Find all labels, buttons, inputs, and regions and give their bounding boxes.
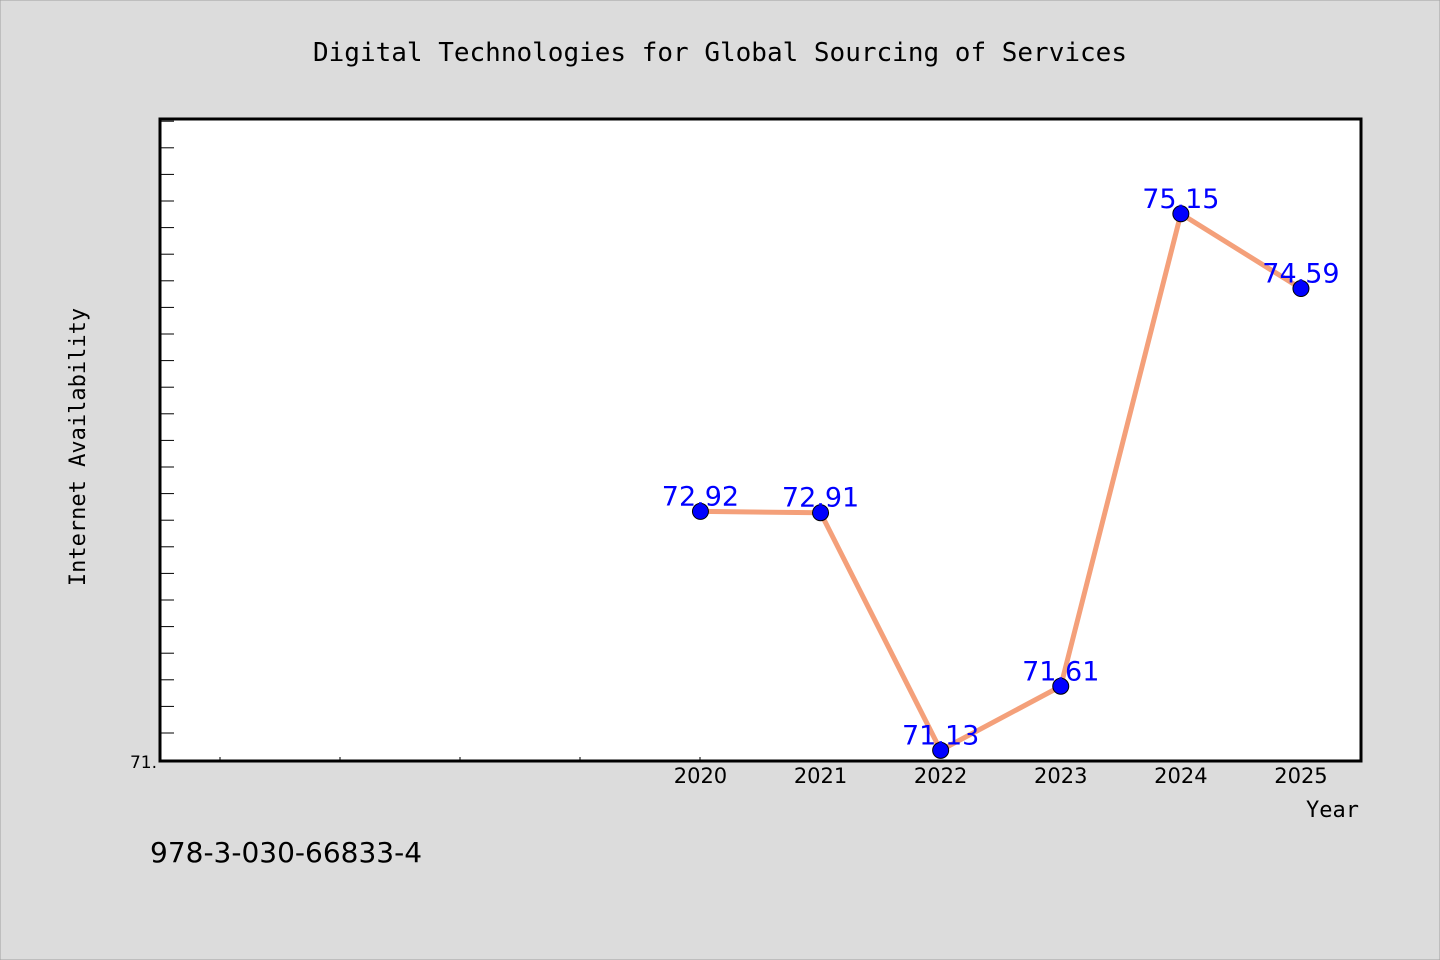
data-point — [1052, 677, 1070, 695]
data-labels: 72.92 72.91 71.13 71.61 75.15 74.59 — [662, 184, 1340, 752]
plot-area — [158, 117, 1363, 763]
x-axis-label: Year — [1306, 798, 1359, 823]
data-label: 71.13 — [902, 720, 979, 751]
x-tick-label: 2021 — [794, 764, 847, 788]
data-point — [932, 741, 950, 759]
series-line — [700, 211, 1303, 753]
x-tick-label: 2022 — [914, 764, 967, 788]
chart-title: Digital Technologies for Global Sourcing… — [313, 38, 1127, 68]
x-axis-minor-ticks — [219, 757, 701, 761]
footer-isbn: 978-3-030-66833-4 — [150, 836, 422, 869]
y-axis-minor-ticks — [160, 120, 174, 734]
x-tick-label: 2025 — [1274, 764, 1327, 788]
y-axis-label: Internet Availability — [66, 308, 91, 586]
x-tick-label: 2020 — [674, 764, 727, 788]
data-label: 74.59 — [1262, 259, 1339, 290]
data-label: 71.61 — [1022, 656, 1099, 687]
y-tick-label: 71. — [130, 753, 157, 773]
x-tick-label: 2024 — [1154, 764, 1207, 788]
data-point — [1172, 205, 1190, 223]
series-points — [691, 205, 1310, 759]
data-label: 72.92 — [662, 481, 739, 512]
x-axis-tick-labels: 2020 2021 2022 2023 2024 2025 — [674, 764, 1328, 788]
data-point — [812, 504, 830, 522]
x-tick-label: 2023 — [1034, 764, 1087, 788]
data-label: 72.91 — [782, 483, 859, 514]
data-point — [691, 502, 709, 520]
data-point — [1292, 280, 1310, 298]
data-label: 75.15 — [1142, 184, 1219, 215]
